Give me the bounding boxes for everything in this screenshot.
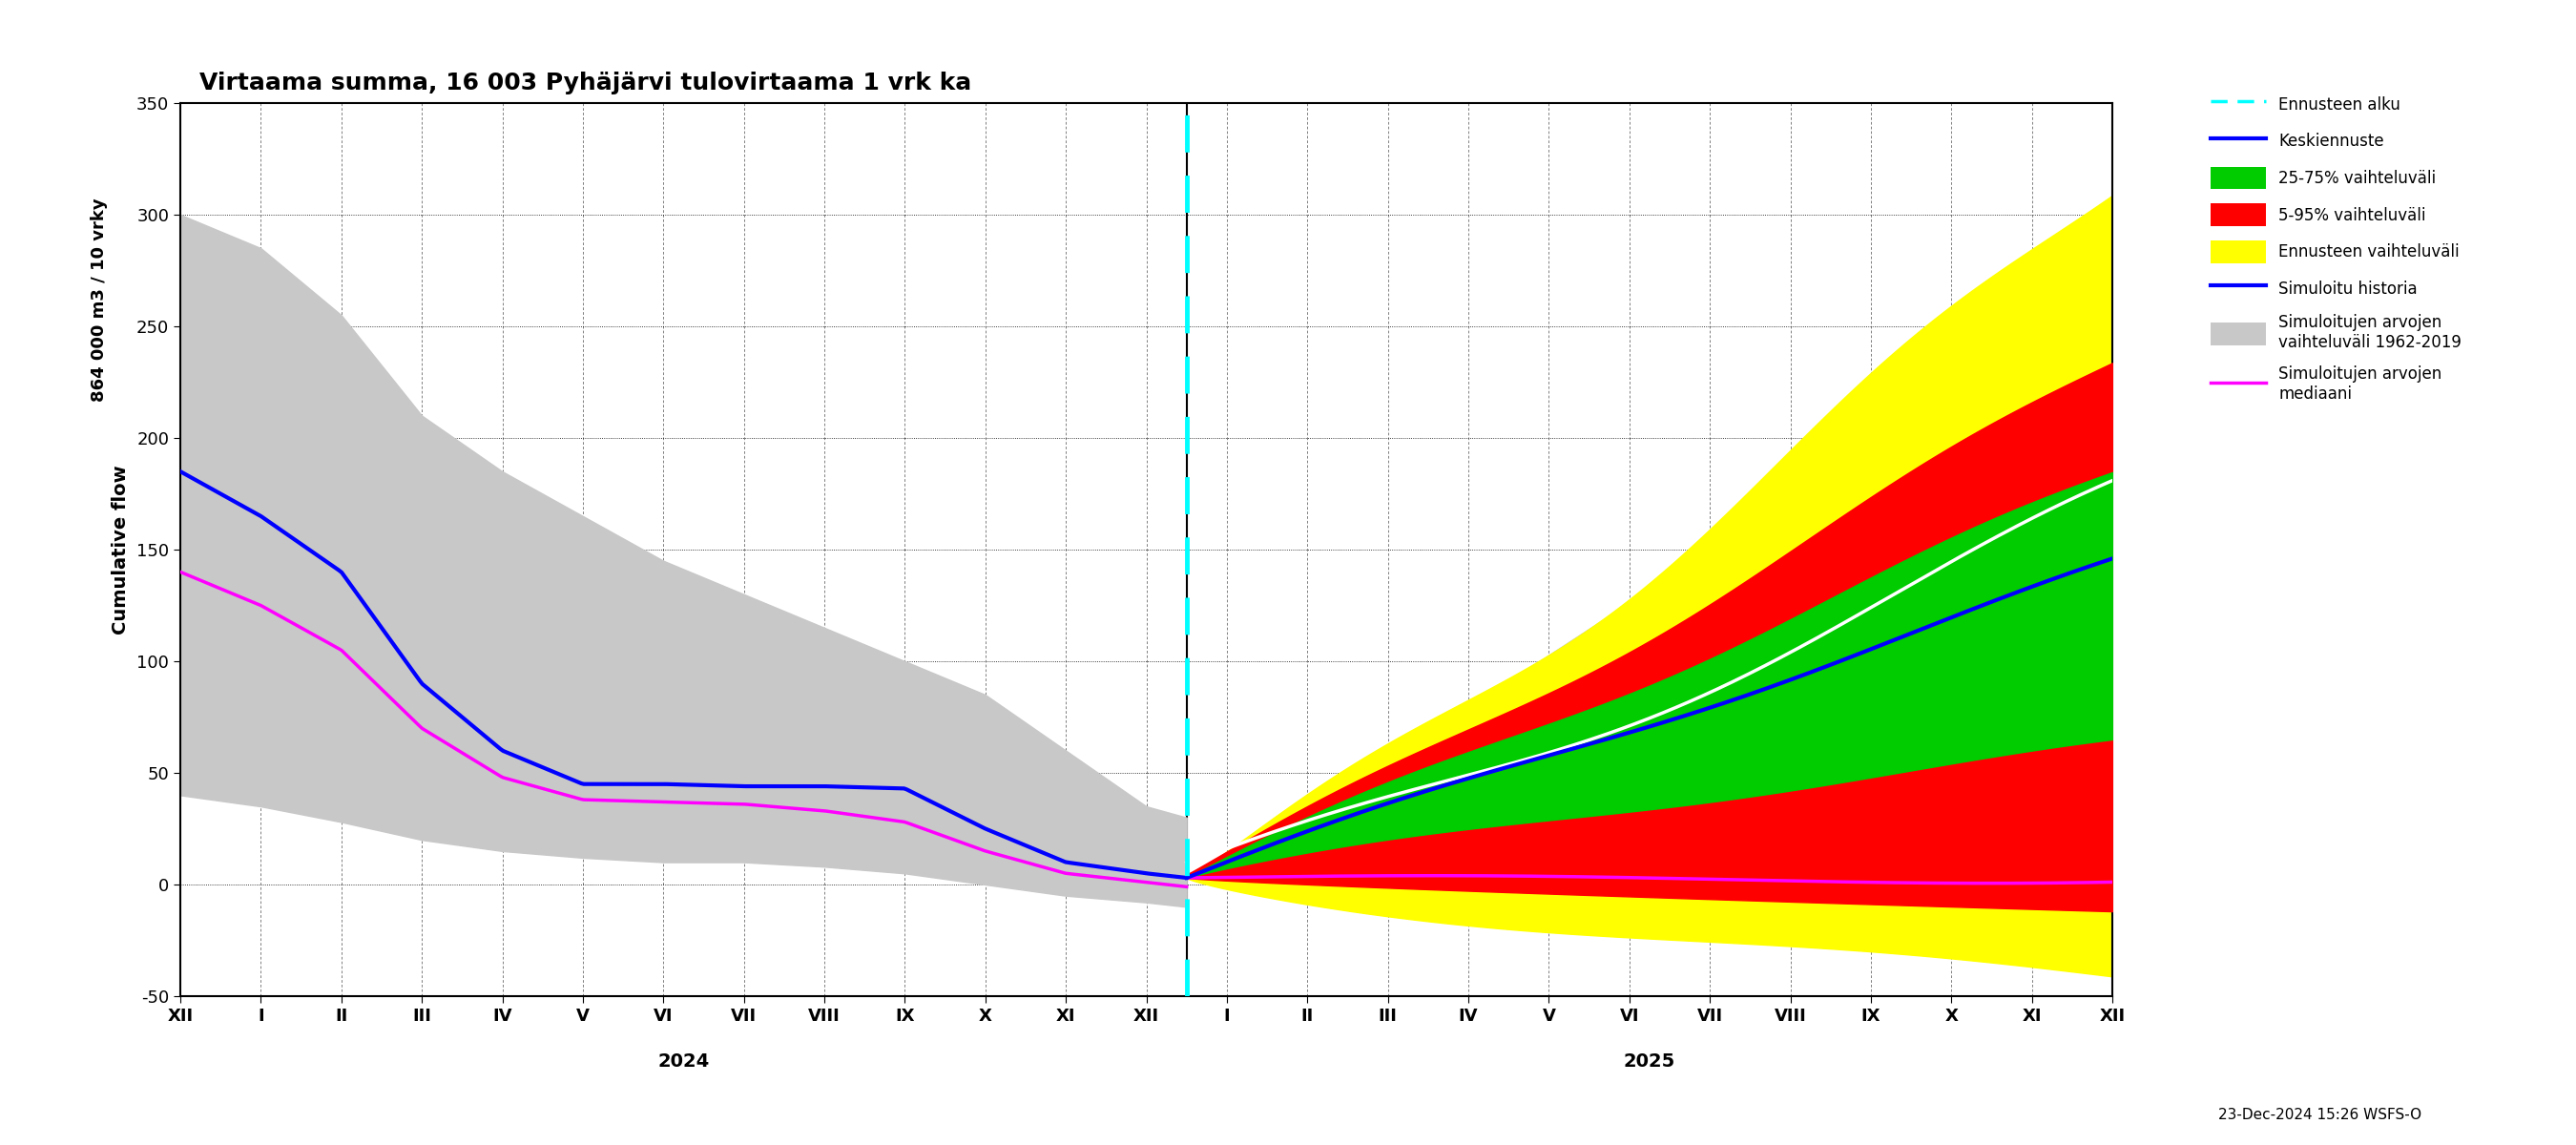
Text: 23-Dec-2024 15:26 WSFS-O: 23-Dec-2024 15:26 WSFS-O: [2218, 1108, 2421, 1122]
Text: 864 000 m3 / 10 vrky: 864 000 m3 / 10 vrky: [90, 198, 108, 402]
Legend: Ennusteen alku, Keskiennuste, 25-75% vaihteluväli, 5-95% vaihteluväli, Ennusteen: Ennusteen alku, Keskiennuste, 25-75% vai…: [2210, 93, 2463, 402]
Text: 2024: 2024: [657, 1052, 708, 1071]
Y-axis label: Cumulative flow: Cumulative flow: [111, 465, 129, 634]
Text: 2025: 2025: [1623, 1052, 1674, 1071]
Text: Virtaama summa, 16 003 Pyhäjärvi tulovirtaama 1 vrk ka: Virtaama summa, 16 003 Pyhäjärvi tulovir…: [201, 72, 971, 95]
